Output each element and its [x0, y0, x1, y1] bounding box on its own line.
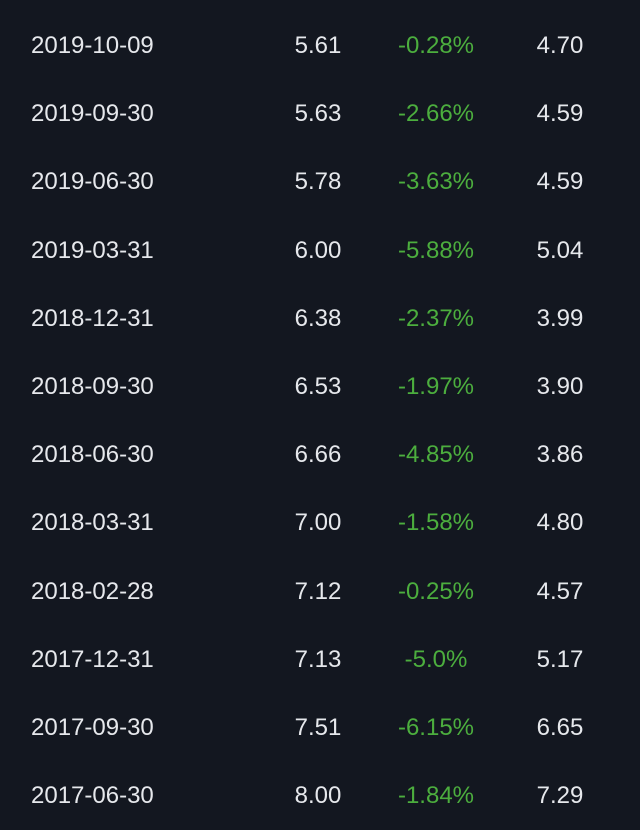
value-cell: 5.63: [294, 100, 342, 128]
value-cell: 5.78: [294, 168, 342, 196]
table-row[interactable]: 2019-10-09 5.61 -0.28% 4.70: [0, 12, 640, 80]
change-cell: -2.66%: [397, 100, 475, 128]
date-cell: 2019-09-30: [31, 100, 154, 128]
change-cell: -6.15%: [397, 714, 475, 741]
value2-cell: 4.70: [536, 32, 584, 59]
change-cell: -4.85%: [397, 441, 475, 469]
table-row[interactable]: 2017-06-30 8.00 -1.84% 7.29: [0, 762, 640, 830]
change-cell: -3.63%: [397, 168, 475, 196]
value2-cell: 3.99: [536, 304, 584, 332]
value-cell: 8.00: [294, 782, 342, 810]
value-cell: 6.53: [294, 373, 342, 400]
date-cell: 2018-02-28: [31, 577, 154, 605]
value2-cell: 3.86: [536, 441, 584, 469]
date-cell: 2017-06-30: [31, 782, 154, 810]
change-cell: -5.0%: [404, 645, 468, 673]
table-row[interactable]: 2019-03-31 6.00 -5.88% 5.04: [0, 217, 640, 285]
table-row[interactable]: 2017-12-31 7.13 -5.0% 5.17: [0, 626, 640, 694]
value2-cell: 6.65: [536, 714, 584, 741]
change-cell: -0.25%: [397, 577, 475, 605]
value-cell: 7.13: [294, 645, 342, 673]
value-cell: 7.51: [294, 714, 342, 741]
table-row[interactable]: 2018-06-30 6.66 -4.85% 3.86: [0, 421, 640, 489]
date-cell: 2018-03-31: [31, 509, 154, 537]
table-row[interactable]: 2017-09-30 7.51 -6.15% 6.65: [0, 694, 640, 762]
table-row[interactable]: 2018-12-31 6.38 -2.37% 3.99: [0, 285, 640, 353]
change-cell: -1.84%: [397, 782, 475, 810]
value2-cell: 7.29: [536, 782, 584, 810]
value-cell: 6.38: [294, 304, 342, 332]
value-cell: 7.12: [294, 577, 342, 605]
change-cell: -2.37%: [397, 304, 475, 332]
date-cell: 2018-09-30: [31, 373, 154, 400]
table-row[interactable]: 2019-06-30 5.78 -3.63% 4.59: [0, 148, 640, 216]
table-row[interactable]: 2018-09-30 6.53 -1.97% 3.90: [0, 353, 640, 421]
value2-cell: 4.57: [536, 577, 584, 605]
date-cell: 2018-12-31: [31, 304, 154, 332]
change-cell: -5.88%: [397, 236, 475, 264]
value2-cell: 3.90: [536, 373, 584, 400]
date-cell: 2017-12-31: [31, 645, 154, 673]
value2-cell: 5.17: [536, 645, 584, 673]
value-cell: 7.00: [294, 509, 342, 537]
date-cell: 2019-06-30: [31, 168, 154, 196]
value-cell: 6.66: [294, 441, 342, 469]
value-cell: 6.00: [294, 236, 342, 264]
value2-cell: 4.59: [536, 168, 584, 196]
table-row[interactable]: 2018-03-31 7.00 -1.58% 4.80: [0, 489, 640, 557]
table-row[interactable]: 2019-09-30 5.63 -2.66% 4.59: [0, 80, 640, 148]
date-cell: 2017-09-30: [31, 714, 154, 741]
change-cell: -1.97%: [397, 373, 475, 400]
date-cell: 2019-03-31: [31, 236, 154, 264]
date-cell: 2019-10-09: [31, 32, 154, 59]
value2-cell: 4.80: [536, 509, 584, 537]
change-cell: -1.58%: [397, 509, 475, 537]
value2-cell: 5.04: [536, 236, 584, 264]
value2-cell: 4.59: [536, 100, 584, 128]
date-cell: 2018-06-30: [31, 441, 154, 469]
change-cell: -0.28%: [397, 32, 475, 59]
value-cell: 5.61: [294, 32, 342, 59]
table-row[interactable]: 2018-02-28 7.12 -0.25% 4.57: [0, 558, 640, 626]
